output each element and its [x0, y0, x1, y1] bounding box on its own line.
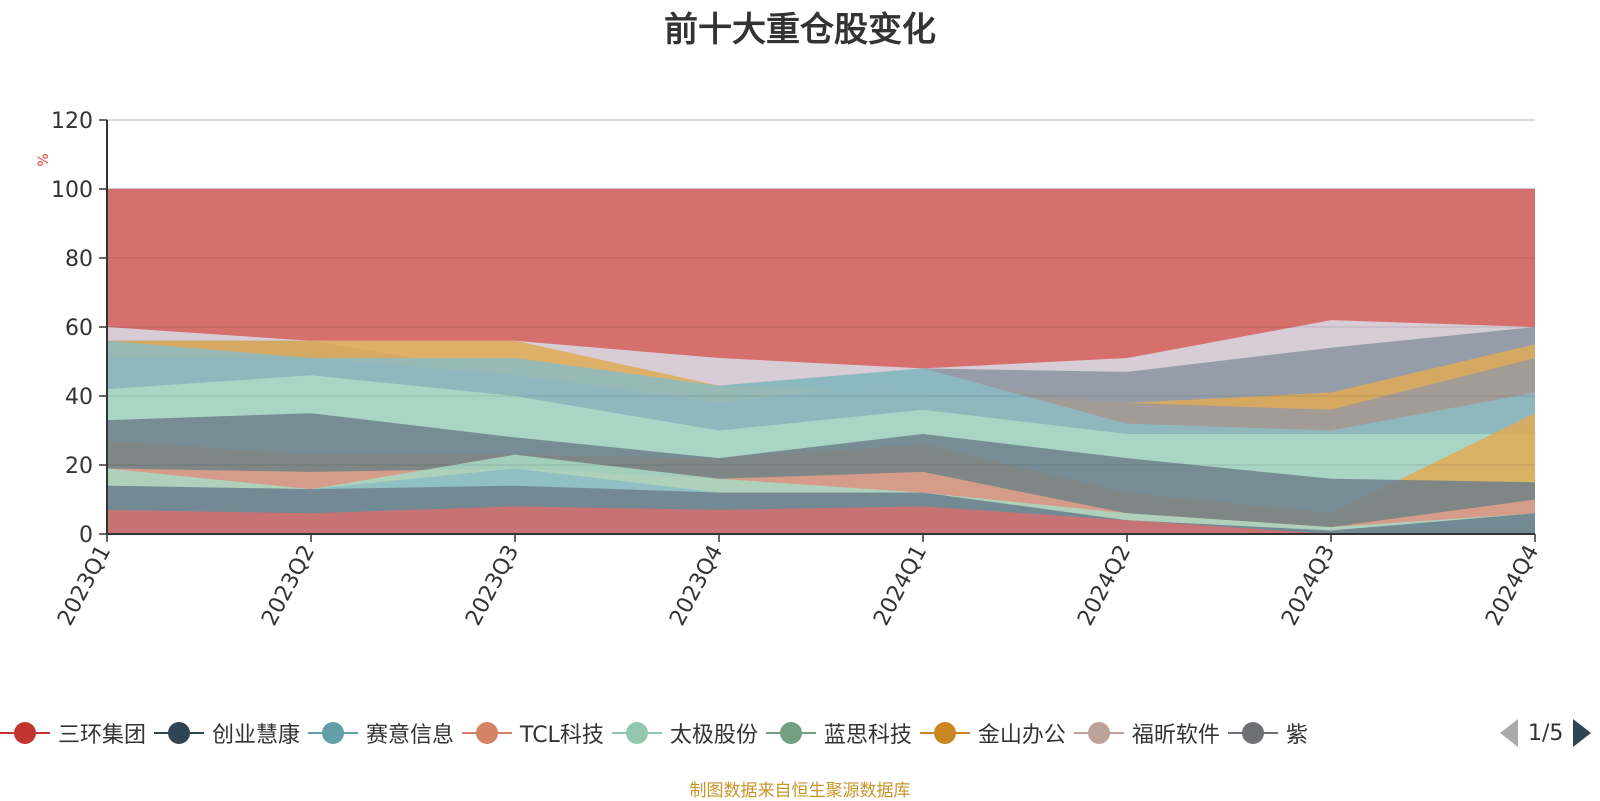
y-axis-unit: %: [36, 153, 52, 166]
legend-label: 蓝思科技: [823, 723, 912, 748]
legend-label: 太极股份: [669, 723, 758, 748]
area-series-group: [107, 188, 1535, 534]
x-tick-label: 2023Q4: [665, 541, 728, 630]
legend-marker-icon: [611, 721, 662, 745]
y-tick-label: 60: [65, 316, 93, 341]
x-tick-label: 2023Q1: [53, 541, 116, 630]
legend-label: 紫: [1285, 723, 1308, 748]
y-tick-label: 100: [51, 178, 93, 203]
legend-marker-icon: [154, 721, 205, 745]
legend-label: 金山办公: [977, 723, 1066, 748]
legend-label: 创业慧康: [212, 723, 301, 748]
legend-label: TCL科技: [520, 723, 604, 748]
legend-item[interactable]: 福昕软件: [1073, 713, 1220, 753]
legend-item[interactable]: 金山办公: [919, 713, 1066, 753]
legend-marker-icon: [462, 721, 513, 745]
x-tick-label: 2024Q3: [1277, 541, 1340, 630]
area-chart: 0 20 40 60 80 100 120 2023Q1 2023Q2 2023Q3 2023Q4 2…: [36, 109, 1544, 630]
legend-label: 三环集团: [58, 723, 147, 748]
x-tick-label: 2024Q4: [1481, 541, 1544, 630]
legend-item[interactable]: TCL科技: [462, 713, 604, 753]
legend-item[interactable]: 太极股份: [611, 713, 758, 753]
legend-label: 福昕软件: [1131, 723, 1220, 748]
y-tick-label: 20: [65, 454, 93, 479]
y-tick-label: 80: [65, 247, 93, 272]
data-source-note: 制图数据来自恒生聚源数据库: [689, 781, 911, 801]
x-tick-label: 2024Q1: [869, 541, 932, 630]
legend-item[interactable]: 创业慧康: [154, 713, 300, 753]
x-tick-label: 2023Q3: [461, 541, 524, 630]
legend-page-indicator: 1/5: [1528, 720, 1564, 746]
legend-marker-icon: [0, 721, 50, 745]
y-tick-label: 0: [79, 523, 93, 548]
legend-marker-icon: [919, 721, 970, 745]
y-tick-label: 40: [65, 385, 93, 410]
area-red-base: [107, 506, 1535, 534]
legend-item[interactable]: 赛意信息: [308, 713, 454, 753]
legend-marker-icon: [308, 721, 359, 745]
legend-marker-icon: [1227, 721, 1278, 745]
x-tick-label: 2024Q2: [1073, 541, 1136, 630]
legend-label: 赛意信息: [366, 723, 455, 748]
legend-item[interactable]: 紫: [1227, 713, 1308, 753]
legend-prev-icon[interactable]: [1500, 719, 1518, 747]
legend-next-icon[interactable]: [1573, 719, 1592, 747]
y-tick-label: 120: [51, 109, 93, 134]
legend-marker-icon: [765, 721, 816, 745]
legend-marker-icon: [1073, 721, 1124, 745]
chart-legend: 三环集团 创业慧康 赛意信息 TCL科技 太极股份 蓝思科技 金山办公 福昕软件 紫: [0, 713, 1470, 753]
x-tick-label: 2023Q2: [257, 541, 320, 630]
legend-pager: 1/5: [1500, 715, 1600, 751]
legend-item[interactable]: 三环集团: [0, 713, 146, 753]
chart-title: 前十大重仓股变化: [664, 10, 936, 50]
legend-item[interactable]: 蓝思科技: [765, 713, 912, 753]
